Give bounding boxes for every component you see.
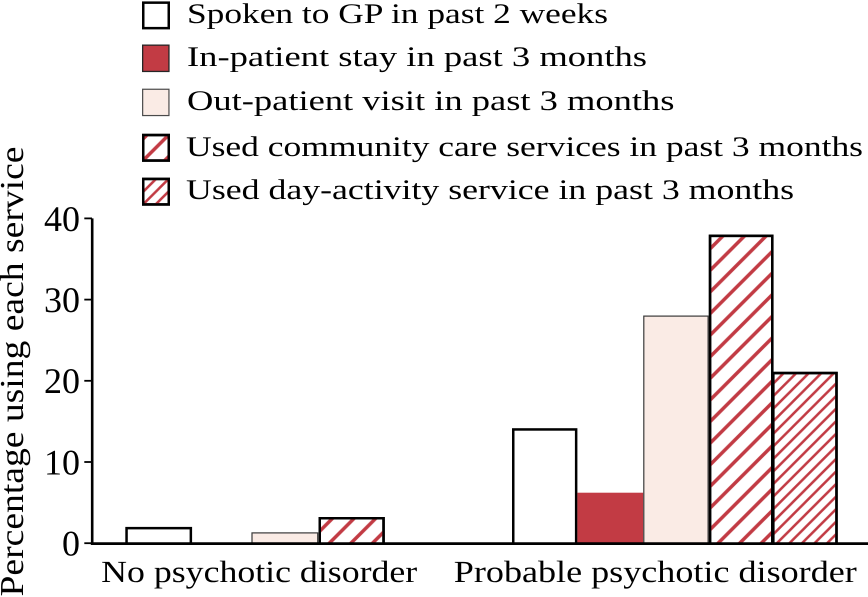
- svg-text:10: 10: [44, 442, 80, 482]
- svg-text:40: 40: [44, 199, 80, 239]
- svg-text:20: 20: [44, 361, 80, 401]
- svg-text:Probable psychotic disorder: Probable psychotic disorder: [454, 555, 857, 589]
- svg-text:Used community care services i: Used community care services in past 3 m…: [186, 132, 863, 163]
- svg-text:No psychotic disorder: No psychotic disorder: [101, 555, 417, 589]
- svg-text:Spoken to GP in past 2 weeks: Spoken to GP in past 2 weeks: [187, 0, 608, 30]
- svg-text:In-patient stay in past 3 mont: In-patient stay in past 3 months: [187, 42, 647, 73]
- svg-text:0: 0: [62, 524, 80, 564]
- svg-text:Percentage using each service: Percentage using each service: [0, 147, 31, 597]
- svg-text:30: 30: [44, 280, 80, 320]
- svg-text:Out-patient visit in past 3 mo: Out-patient visit in past 3 months: [187, 86, 675, 117]
- svg-text:Used day-activity service in p: Used day-activity service in past 3 mont…: [186, 175, 794, 206]
